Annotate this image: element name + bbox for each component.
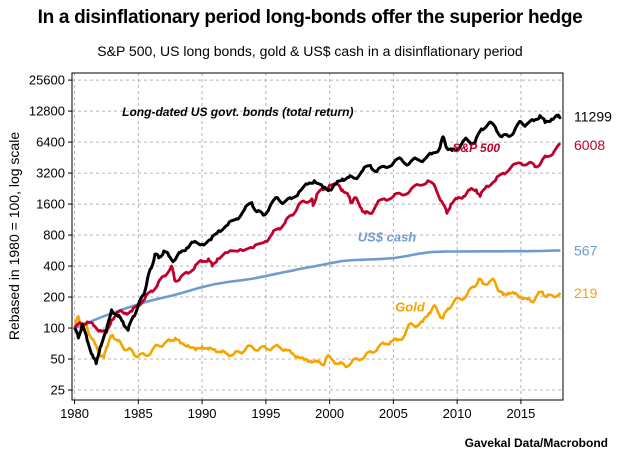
chart-title: In a disinflationary period long-bonds o… [37,7,583,28]
x-tick-label: 1980 [60,406,89,421]
series-line-cash [74,249,561,330]
y-tick-label: 100 [43,321,65,336]
series-lines [73,113,562,369]
x-tick-label: 2000 [315,406,344,421]
y-tick-label: 400 [43,259,65,274]
y-tick-label: 50 [51,352,65,367]
end-value-cash: 567 [574,242,598,258]
y-tick-label: 1600 [36,197,65,212]
annotation-sp500: S&P 500 [452,141,500,155]
series-line-bonds [73,113,562,366]
y-tick-label: 200 [43,290,65,305]
series-line-sp500 [73,142,562,335]
y-tick-label: 6400 [36,135,65,150]
axis-ticks: 25 50 100 200 400 800 1600 3200 6400 12800 25600 19… [29,73,536,421]
x-tick-label: 2005 [379,406,408,421]
y-tick-label: 3200 [36,166,65,181]
annotations: Long-dated US govt. bonds (total return)… [122,105,612,315]
x-tick-label: 2010 [443,406,472,421]
x-tick-label: 2015 [506,406,535,421]
y-tick-label: 25 [51,383,65,398]
annotation-bonds: Long-dated US govt. bonds (total return) [122,105,353,119]
y-tick-label: 800 [43,228,65,243]
x-tick-label: 1985 [124,406,153,421]
end-value-gold: 219 [574,285,598,301]
y-axis-label: Rebased in 1980 = 100, log scale [6,132,22,340]
plot-frame [71,72,564,401]
x-tick-label: 1995 [251,406,280,421]
y-tick-label: 25600 [29,73,65,88]
annotation-cash: US$ cash [358,230,417,245]
y-tick-label: 12800 [29,104,65,119]
chart-subtitle: S&P 500, US long bonds, gold & US$ cash … [97,43,523,59]
series-line-gold [73,277,562,369]
x-tick-label: 1990 [188,406,217,421]
data-source: Gavekal Data/Macrobond [464,436,608,450]
gridlines [72,73,563,400]
end-value-sp500: 6008 [574,137,605,153]
annotation-gold: Gold [395,299,426,314]
end-value-bonds: 11299 [574,109,612,125]
